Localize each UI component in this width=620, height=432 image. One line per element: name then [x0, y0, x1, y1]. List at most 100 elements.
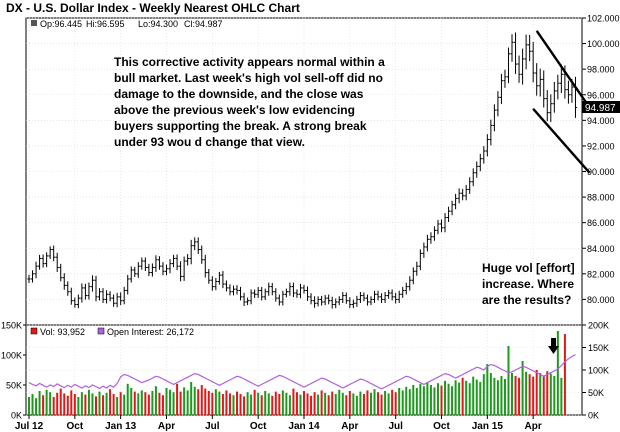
ohlc-bar: [535, 63, 539, 96]
price-tick-label: 80.000: [587, 295, 615, 305]
volume-bar: [334, 394, 337, 415]
volume-bar: [63, 393, 66, 415]
ohlc-bar: [274, 288, 278, 302]
volume-right-axis: 200K 150K 100K 50K 0K: [582, 321, 609, 421]
volume-left-tick-label: 50K: [6, 381, 22, 391]
ohlc-legend-close: Cl:94.987: [184, 19, 223, 29]
volume-bar: [465, 380, 468, 415]
volume-bar: [109, 389, 112, 415]
volume-left-axis: 150K 100K 50K 0K: [1, 321, 26, 421]
volume-bar: [66, 395, 69, 415]
ohlc-bar: [461, 188, 465, 201]
price-tick-label: 100.000: [587, 39, 620, 49]
volume-bar: [59, 388, 62, 415]
volume-bar: [112, 394, 115, 415]
ohlc-bar: [143, 257, 147, 272]
x-tick-label: Apr: [158, 421, 175, 432]
volume-bar: [556, 331, 559, 415]
ohlc-bar: [104, 290, 109, 304]
annotation-main: This corrective activity appears normal …: [114, 55, 385, 149]
annotation-line-5: buyers supporting the break. A strong br…: [114, 119, 367, 133]
volume-bar: [130, 388, 133, 415]
volume-bar: [468, 383, 471, 415]
ohlc-bar: [27, 274, 31, 283]
ohlc-bar: [510, 34, 514, 62]
volume-bar: [190, 382, 193, 415]
ohlc-bar: [150, 263, 154, 277]
ohlc-bar: [119, 292, 123, 306]
ohlc-bar: [566, 80, 571, 104]
volume-bar: [243, 396, 246, 415]
volume-bar: [542, 375, 545, 415]
ohlc-bar: [330, 296, 334, 309]
volume-bar: [553, 376, 556, 415]
ohlc-bar: [485, 134, 489, 157]
volume-bar: [281, 390, 284, 415]
volume-bar: [232, 395, 235, 415]
volume-bar: [49, 392, 52, 415]
x-tick-label: Apr: [341, 421, 358, 432]
oi-legend-box: [97, 327, 105, 335]
ohlc-bar: [390, 289, 394, 301]
volume-bar: [345, 395, 348, 415]
x-tick-label: Oct: [250, 421, 267, 432]
ohlc-bar: [62, 273, 66, 290]
volume-bar: [429, 385, 432, 415]
ohlc-bar: [193, 237, 197, 251]
volume-bar: [528, 374, 531, 415]
volume-bar: [514, 376, 517, 415]
ohlc-bar: [270, 283, 274, 296]
ohlc-bar: [531, 41, 535, 83]
volume-bar: [236, 391, 239, 415]
ohlc-bar: [351, 299, 355, 309]
price-tick-label: 92.000: [587, 141, 615, 151]
vol-legend-label: Vol: 93,952: [40, 327, 85, 337]
ohlc-bar: [387, 289, 391, 299]
volume-bar: [518, 377, 521, 415]
volume-bar: [123, 394, 126, 415]
volume-bar: [331, 391, 334, 415]
volume-bar: [84, 394, 87, 415]
volume-bar: [218, 391, 221, 415]
annotation-line-6: under 93 wou d change that view.: [114, 135, 305, 149]
volume-bar: [440, 385, 443, 415]
price-tick-label: 94.000: [587, 116, 615, 126]
ohlc-bar: [432, 226, 437, 241]
ohlc-bar: [298, 283, 303, 299]
ohlc-bar: [179, 261, 183, 282]
ohlc-bar: [231, 285, 236, 296]
ohlc-legend-box: [31, 20, 37, 26]
volume-bar: [384, 391, 387, 415]
ohlc-bar: [37, 254, 42, 270]
ohlc-bar: [55, 252, 59, 272]
volume-right-tick-label: 50K: [588, 388, 604, 398]
volume-bar: [461, 377, 464, 415]
ohlc-bar: [168, 259, 172, 274]
ohlc-bar: [478, 153, 482, 172]
ohlc-bar: [112, 294, 116, 307]
ohlc-bar: [214, 277, 218, 291]
volume-right-tick-label: 100K: [588, 366, 609, 376]
volume-bar: [176, 383, 179, 415]
volume-bar: [451, 386, 454, 415]
ohlc-bar: [542, 70, 546, 108]
volume-bar: [507, 346, 510, 415]
volume-bar: [521, 361, 524, 415]
volume-bar: [70, 390, 73, 415]
volume-bar: [87, 389, 90, 415]
volume-bar: [253, 389, 256, 415]
volume-bar: [35, 398, 38, 415]
price-tick-label: 86.000: [587, 218, 615, 228]
open-interest-line: [28, 354, 576, 390]
volume-bar: [102, 395, 105, 415]
ohlc-bar: [281, 290, 285, 306]
ohlc-bar: [468, 177, 472, 194]
volume-bar: [306, 393, 309, 415]
volume-bar: [214, 389, 217, 415]
ohlc-bar: [157, 256, 162, 270]
ohlc-bar: [284, 288, 288, 298]
volume-bar: [278, 394, 281, 415]
ohlc-bar: [397, 290, 401, 303]
ohlc-bar: [66, 281, 70, 296]
